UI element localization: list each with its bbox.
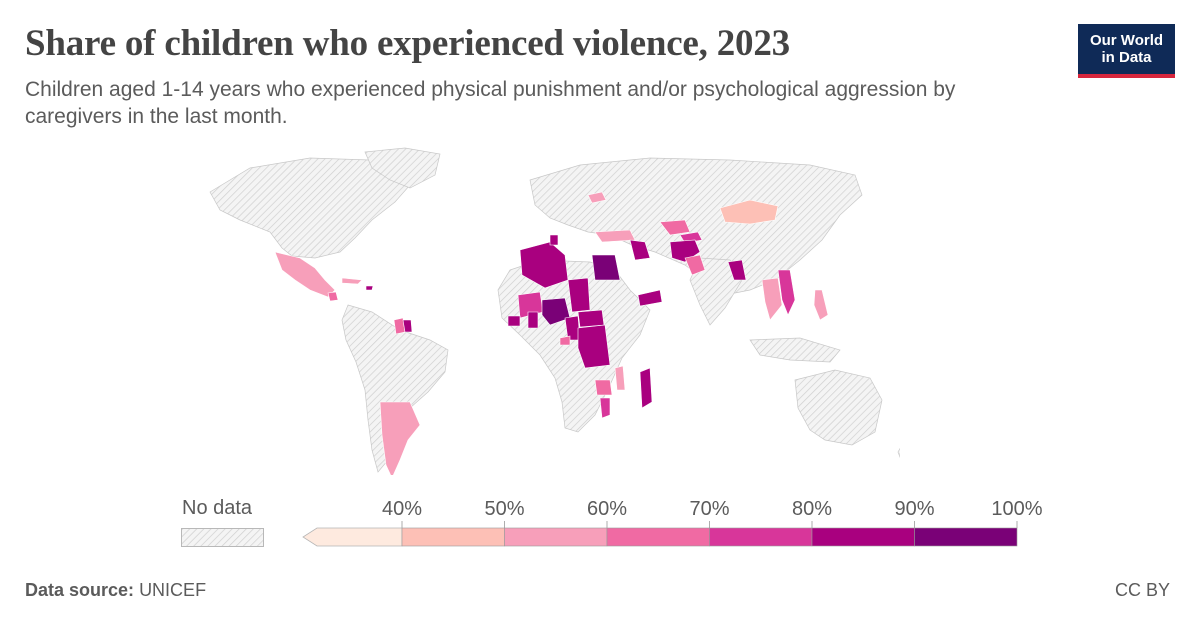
legend-bin-90[interactable] [914, 527, 1018, 547]
region-madagascar [639, 367, 653, 409]
land-indonesia [749, 337, 841, 363]
region-argentina [379, 401, 421, 475]
region-suriname [402, 319, 413, 333]
data-countries[interactable] [274, 191, 900, 475]
region-yemen [637, 289, 663, 307]
region-sao-tome [559, 335, 571, 346]
data-source: Data source: UNICEF [25, 580, 206, 601]
region-kyrgyzstan [679, 231, 703, 244]
region-philippines [813, 289, 829, 321]
land-greenland [364, 147, 441, 189]
legend-bin-40[interactable] [401, 527, 505, 547]
legend-bin-60[interactable] [606, 527, 710, 547]
legend-below-arrow [302, 527, 403, 547]
legend-bin-80[interactable] [811, 527, 915, 547]
license[interactable]: CC BY [1114, 580, 1170, 600]
color-legend: 40% 50% 60% 70% 80% 90% 100% [302, 498, 1043, 547]
region-turkey [594, 229, 636, 243]
data-source-value[interactable]: UNICEF [139, 580, 207, 600]
legend-tick-label: 50% [484, 498, 524, 520]
logo-line-1: Our World [1089, 32, 1164, 49]
region-car [577, 309, 605, 328]
land-australia [794, 369, 883, 446]
region-egypt [591, 254, 621, 281]
land-new-zealand [897, 447, 900, 458]
region-tunisia [549, 234, 559, 246]
region-malawi [614, 365, 626, 391]
region-nigeria [541, 297, 571, 326]
logo-line-2: in Data [1101, 49, 1152, 66]
region-kazakhstan [659, 219, 691, 236]
chart-title: Share of children who experienced violen… [25, 23, 790, 64]
region-drc [577, 324, 611, 369]
region-zimbabwe [594, 379, 613, 396]
legend-tick-label: 70% [689, 498, 729, 520]
legend-tick-label: 60% [587, 498, 627, 520]
legend-tick-label: 80% [792, 498, 832, 520]
legend-bin-50[interactable] [504, 527, 608, 547]
region-chad [567, 277, 591, 313]
region-vietnam [777, 269, 796, 316]
legend-tick-label: 40% [382, 498, 422, 520]
region-cuba [341, 277, 363, 285]
region-mexico [274, 251, 336, 298]
region-ghana [527, 311, 539, 329]
owid-logo[interactable]: Our World in Data [1078, 24, 1175, 78]
region-haiti [365, 285, 374, 291]
no-data-label: No data [182, 497, 253, 519]
chart-subtitle: Children aged 1-14 years who experienced… [25, 78, 956, 128]
no-data-swatch [181, 528, 264, 547]
region-thailand [761, 277, 783, 321]
legend-tick-label: 100% [991, 498, 1042, 520]
no-data-land [209, 147, 900, 473]
land-europe-asia [529, 157, 863, 296]
data-source-label: Data source: [25, 580, 135, 600]
world-map[interactable] [110, 140, 900, 475]
region-ukraine [587, 191, 607, 204]
region-guatemala [327, 291, 339, 302]
region-bangladesh [727, 259, 747, 281]
region-sierra-leone [507, 315, 521, 327]
region-mozambique [599, 397, 611, 419]
legend-tick-label: 90% [894, 498, 934, 520]
land-north-america [209, 157, 411, 259]
region-pakistan [684, 254, 706, 276]
legend-bin-70[interactable] [709, 527, 813, 547]
region-iraq [629, 239, 651, 261]
region-mongolia [719, 199, 779, 225]
